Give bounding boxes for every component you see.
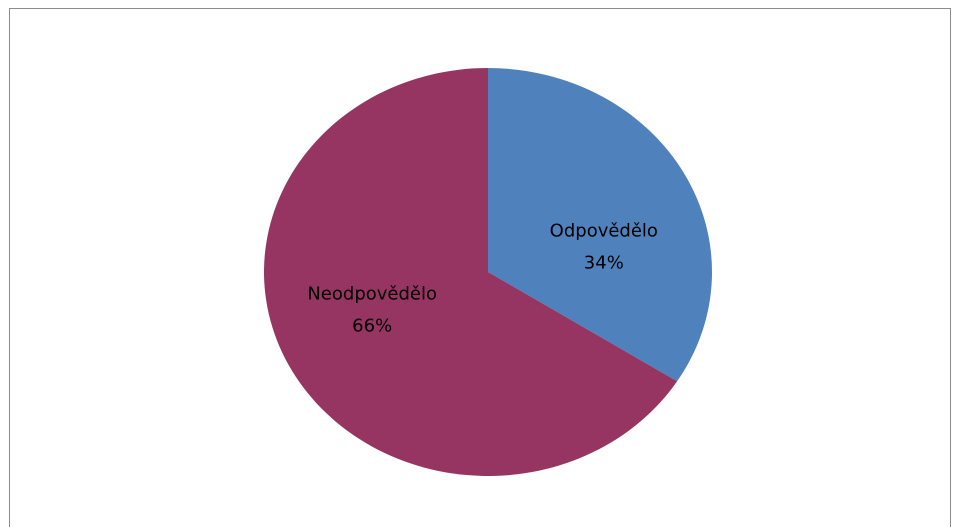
slice-category-label: Neodpovědělo (307, 283, 437, 304)
pie-slices (263, 68, 713, 476)
slice-percent-label: 34% (584, 253, 624, 274)
pie-slice-1 (488, 68, 713, 382)
pie-labels: Odpovědělo 34% Neodpovědělo 66% (307, 221, 658, 337)
pie-slice-2 (263, 68, 678, 476)
slice-percent-label: 66% (352, 315, 392, 336)
slice-category-label: Odpovědělo (550, 221, 658, 242)
